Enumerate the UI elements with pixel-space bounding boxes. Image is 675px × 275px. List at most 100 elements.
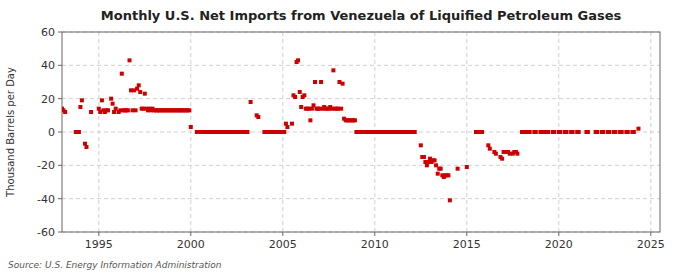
point <box>632 130 636 134</box>
tick-label: 0 <box>48 126 55 139</box>
point <box>187 108 191 112</box>
point <box>137 83 141 87</box>
point <box>465 165 469 169</box>
tick-mark <box>58 232 62 233</box>
point <box>436 172 440 176</box>
point <box>353 118 357 122</box>
grid-line <box>62 98 660 99</box>
point <box>626 130 630 134</box>
point <box>313 80 317 84</box>
point <box>63 110 67 114</box>
point <box>488 147 492 151</box>
point <box>480 130 484 134</box>
point <box>558 130 562 134</box>
grid <box>62 32 660 232</box>
point <box>111 102 115 106</box>
point <box>78 105 82 109</box>
title: Monthly U.S. Net Imports from Venezuela … <box>101 8 622 23</box>
point <box>534 130 538 134</box>
tick-mark <box>374 232 375 236</box>
point <box>552 130 556 134</box>
point <box>138 90 142 94</box>
point <box>293 95 297 99</box>
point <box>439 167 443 171</box>
plot-area <box>62 32 660 232</box>
point <box>433 158 437 162</box>
point <box>546 130 550 134</box>
tick-label: 2010 <box>361 238 389 251</box>
tick-label: -40 <box>37 193 55 206</box>
point <box>528 130 532 134</box>
point <box>515 152 519 156</box>
tick-label: -20 <box>37 159 55 172</box>
point <box>245 130 249 134</box>
point <box>299 105 303 109</box>
point <box>419 143 423 147</box>
grid-line <box>62 65 660 66</box>
point <box>77 130 81 134</box>
tick-label: 2025 <box>637 238 665 251</box>
tick-mark <box>558 232 559 236</box>
point <box>285 125 289 129</box>
point <box>296 58 300 62</box>
point <box>636 127 640 131</box>
tick-label: 2015 <box>453 238 481 251</box>
point <box>339 107 343 111</box>
point <box>282 130 286 134</box>
point <box>319 80 323 84</box>
source: Source: U.S. Energy Information Administ… <box>8 260 222 270</box>
tick-mark <box>58 165 62 166</box>
tick-mark <box>190 232 191 236</box>
tick-label: 1995 <box>85 238 113 251</box>
tick-label: 60 <box>41 26 55 39</box>
point <box>189 125 193 129</box>
point <box>331 68 335 72</box>
point <box>298 90 302 94</box>
point <box>422 155 426 159</box>
grid-line <box>62 198 660 199</box>
point <box>302 93 306 97</box>
axis-label: Thousand Barrels per Day <box>5 67 16 198</box>
point <box>128 58 132 62</box>
tick-mark <box>58 198 62 199</box>
plot-frame <box>62 32 660 232</box>
point <box>249 100 253 104</box>
point <box>126 108 130 112</box>
point <box>308 118 312 122</box>
point <box>448 198 452 202</box>
grid-line <box>466 32 467 232</box>
point <box>620 130 624 134</box>
point <box>143 92 147 96</box>
point <box>577 130 581 134</box>
point <box>607 130 611 134</box>
grid-line <box>190 32 191 232</box>
point <box>565 130 569 134</box>
grid-line <box>62 165 660 166</box>
point <box>109 97 113 101</box>
tick-label: 2000 <box>177 238 205 251</box>
point <box>89 110 93 114</box>
chart: -60-40-200204060199520002005201020152020… <box>0 0 675 275</box>
tick-label: 20 <box>41 93 55 106</box>
point <box>256 115 260 119</box>
points <box>62 58 640 202</box>
point <box>413 130 417 134</box>
tick-mark <box>650 232 651 236</box>
point <box>120 72 124 76</box>
point <box>595 130 599 134</box>
point <box>586 130 590 134</box>
grid-line <box>650 32 651 232</box>
point <box>446 173 450 177</box>
point <box>100 98 104 102</box>
point <box>84 145 88 149</box>
tick-label: -60 <box>37 226 55 239</box>
point <box>494 152 498 156</box>
point <box>571 130 575 134</box>
tick-mark <box>466 232 467 236</box>
tick-label: 2005 <box>269 238 297 251</box>
point <box>80 98 84 102</box>
point <box>456 167 460 171</box>
tick-mark <box>282 232 283 236</box>
tick-mark <box>58 32 62 33</box>
point <box>613 130 617 134</box>
